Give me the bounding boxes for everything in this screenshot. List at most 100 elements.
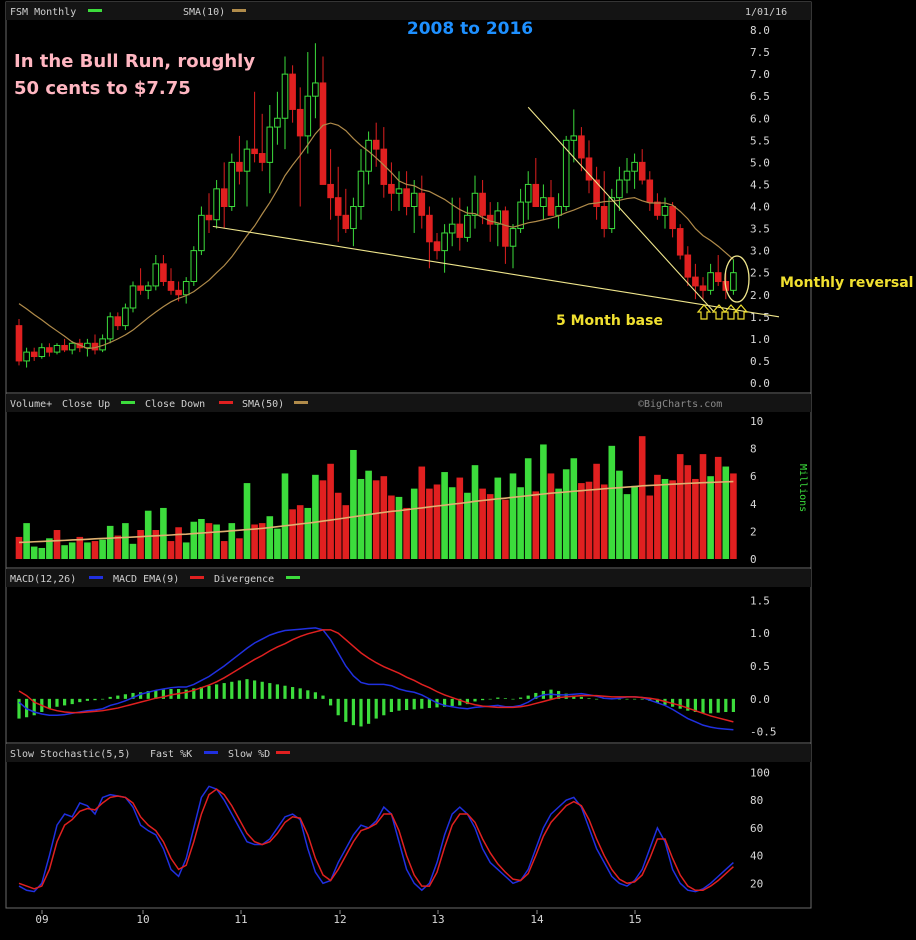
divergence-bar bbox=[108, 696, 112, 699]
divergence-bar bbox=[458, 698, 462, 706]
divergence-bar bbox=[503, 698, 507, 699]
divergence-bar bbox=[412, 698, 416, 710]
bull-run-annotation-line2: 50 cents to $7.75 bbox=[14, 78, 191, 99]
divergence-bar bbox=[389, 698, 393, 712]
price-candle bbox=[669, 206, 676, 230]
price-candle bbox=[593, 179, 600, 207]
price-candle bbox=[137, 285, 144, 291]
divergence-bar bbox=[526, 695, 530, 699]
base-arrow-icon bbox=[733, 304, 749, 320]
volume-bar bbox=[395, 496, 403, 559]
price-candle bbox=[730, 272, 737, 291]
volume-bar bbox=[372, 480, 380, 559]
close-up-label: Close Up bbox=[62, 399, 110, 410]
divergence-bar bbox=[63, 698, 67, 706]
sma10-legend-swatch bbox=[232, 9, 246, 12]
macd-y-tick: 0.5 bbox=[750, 660, 770, 673]
price-candle bbox=[84, 342, 91, 349]
stochastic-label: Slow Stochastic(5,5) bbox=[10, 749, 130, 760]
stochastic-header-bar bbox=[6, 744, 811, 762]
divergence-bar bbox=[382, 698, 386, 716]
volume-bar bbox=[532, 491, 540, 559]
price-candle bbox=[631, 161, 638, 172]
price-candle bbox=[684, 254, 692, 278]
volume-bar bbox=[236, 538, 243, 559]
volume-bar bbox=[578, 483, 585, 559]
x-tick-label: 11 bbox=[234, 913, 247, 926]
divergence-bar bbox=[192, 688, 196, 699]
divergence-bar bbox=[154, 690, 158, 699]
price-candle bbox=[509, 228, 517, 247]
price-candle bbox=[114, 316, 122, 327]
volume-bar bbox=[38, 547, 46, 559]
volume-bar bbox=[182, 542, 190, 559]
price-candle bbox=[243, 148, 251, 172]
stochastic-y-tick: 20 bbox=[750, 877, 763, 890]
volume-bar bbox=[669, 480, 676, 559]
divergence-bar bbox=[207, 685, 211, 699]
close-down-label: Close Down bbox=[145, 399, 205, 410]
divergence-bar bbox=[237, 680, 241, 699]
divergence-bar bbox=[686, 698, 690, 711]
volume-bar bbox=[486, 494, 494, 559]
price-y-tick: 1.0 bbox=[750, 333, 770, 346]
volume-bar bbox=[448, 487, 456, 559]
price-candle bbox=[616, 179, 623, 199]
divergence-bar bbox=[47, 698, 51, 709]
price-candle bbox=[327, 183, 334, 199]
divergence-bar bbox=[511, 698, 515, 700]
volume-bar bbox=[418, 466, 426, 559]
divergence-bar bbox=[731, 698, 735, 712]
price-candle bbox=[319, 82, 327, 185]
volume-bar bbox=[631, 485, 638, 559]
divergence-bar bbox=[85, 698, 89, 701]
volume-bar bbox=[327, 463, 334, 559]
divergence-bar bbox=[268, 683, 272, 699]
price-candle bbox=[479, 192, 486, 216]
volume-bars bbox=[15, 436, 737, 559]
divergence-bar bbox=[595, 698, 599, 700]
divergence-bar bbox=[78, 698, 82, 703]
divergence-bar bbox=[496, 697, 500, 699]
divergence-bar bbox=[321, 695, 325, 699]
price-candle bbox=[175, 289, 182, 296]
volume-bar bbox=[152, 530, 160, 559]
price-candle bbox=[623, 170, 631, 181]
volume-bar bbox=[593, 463, 600, 559]
price-candle bbox=[578, 135, 585, 159]
price-candle bbox=[646, 179, 654, 203]
volume-bar bbox=[433, 484, 441, 559]
volume-bar bbox=[410, 488, 418, 559]
volume-bar bbox=[547, 473, 555, 559]
price-header-bar bbox=[6, 2, 811, 20]
price-candle bbox=[714, 272, 722, 283]
divergence-bar bbox=[587, 698, 591, 699]
volume-y-tick: 0 bbox=[750, 553, 757, 566]
volume-bar bbox=[274, 528, 281, 559]
price-candle bbox=[410, 192, 418, 207]
divergence-bar bbox=[184, 689, 188, 699]
price-candle bbox=[144, 285, 152, 291]
macd-panel bbox=[5, 567, 812, 744]
volume-bar bbox=[175, 527, 182, 559]
price-candle bbox=[388, 183, 395, 194]
price-candle bbox=[692, 276, 699, 287]
price-trendline bbox=[212, 225, 780, 318]
volume-bar bbox=[707, 476, 714, 559]
volume-bar bbox=[570, 458, 578, 559]
divergence-bar bbox=[161, 689, 165, 699]
divergence-bar bbox=[275, 684, 279, 699]
volume-bar bbox=[350, 449, 357, 559]
divergence-bar bbox=[291, 687, 295, 699]
volume-bar bbox=[479, 488, 486, 559]
price-candle bbox=[357, 170, 365, 207]
divergence-bar bbox=[131, 692, 135, 699]
volume-bar bbox=[251, 524, 258, 559]
price-candle bbox=[296, 108, 304, 137]
volume-bar bbox=[122, 523, 129, 559]
divergence-bar bbox=[655, 698, 659, 703]
stochastic-y-tick: 60 bbox=[750, 822, 763, 835]
volume-bar bbox=[68, 542, 76, 559]
price-candle bbox=[46, 347, 53, 353]
slow-d-label: Slow %D bbox=[228, 749, 270, 760]
